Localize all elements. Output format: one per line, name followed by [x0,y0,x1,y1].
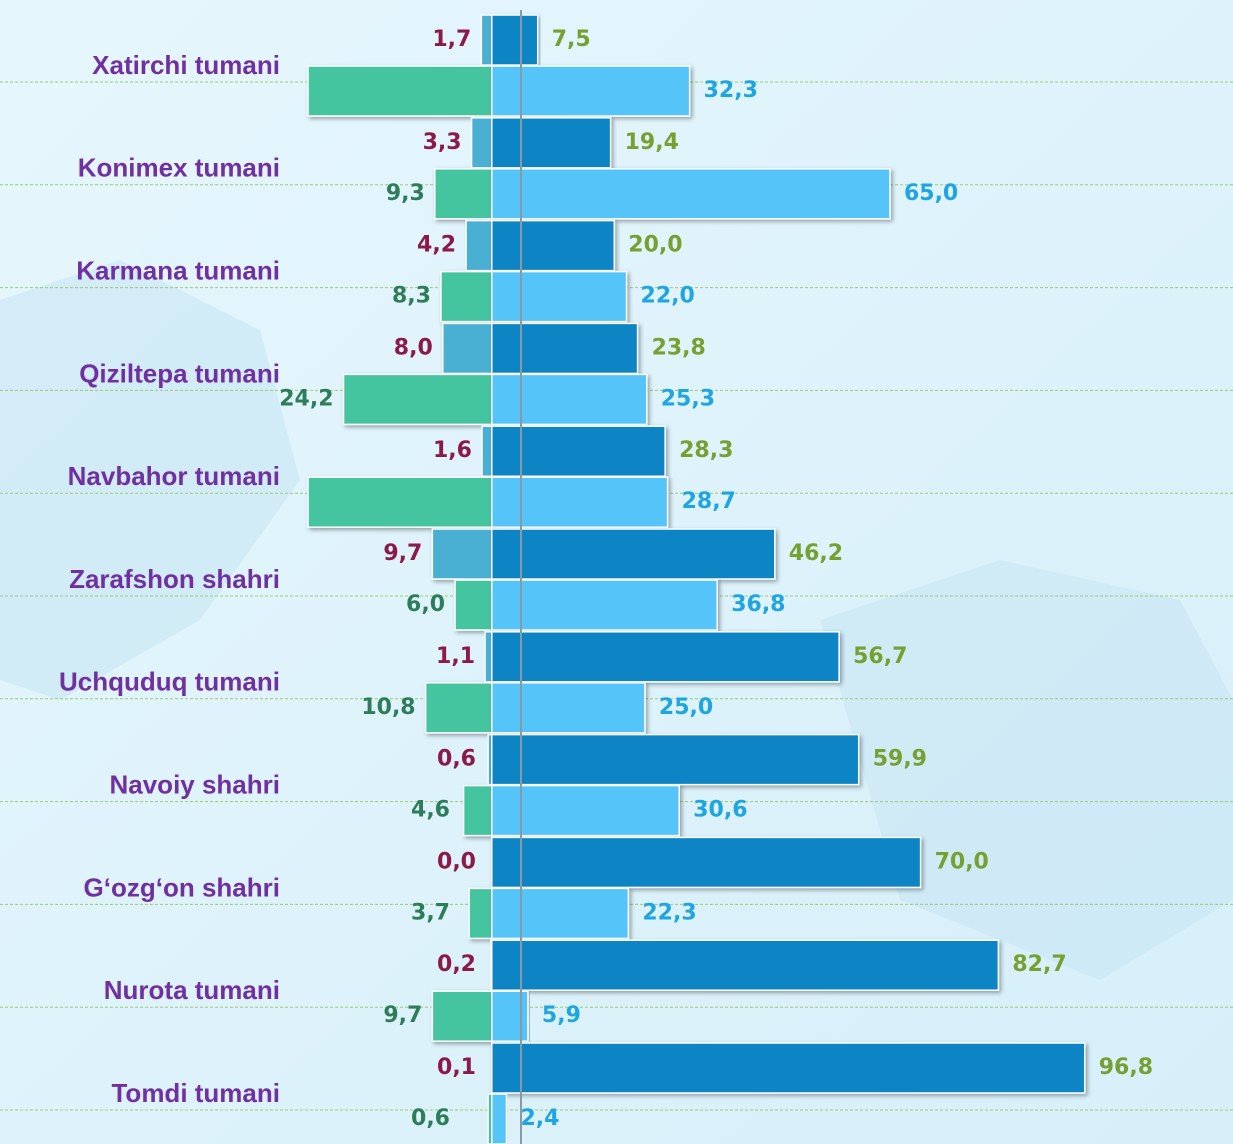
value-label: 30,6 [693,798,747,823]
bar [491,65,691,117]
category-label: Uchquduq tumani [59,667,280,697]
value-label: 36,8 [731,592,785,617]
value-label: 70,0 [935,849,989,874]
bar [491,682,646,734]
value-label: 82,7 [1012,952,1066,977]
bar [431,990,493,1042]
value-label: 0,6 [437,747,476,772]
bar [491,887,630,940]
bar [481,425,493,477]
value-label: 6,0 [406,592,445,617]
bar [434,168,493,220]
category-label: Karmana tumani [76,255,280,285]
bar [491,939,1000,991]
value-label: 28,3 [679,438,733,463]
bar [468,887,493,940]
map-shape [0,260,1233,980]
value-label: 20,0 [628,233,682,258]
bar [465,219,493,272]
value-label: 1,1 [436,644,475,669]
bar [462,784,493,837]
value-label: 9,3 [386,181,425,206]
bar [491,322,639,375]
bar [491,168,891,220]
bar [491,631,840,683]
value-label: 4,2 [417,233,456,258]
bar [431,528,493,580]
bar [491,528,776,580]
bar [491,476,669,528]
bar [440,270,493,323]
bar [491,425,666,477]
category-label: Nurota tumani [104,975,280,1005]
bar [491,270,628,323]
value-label: 8,3 [392,284,431,309]
value-label: 24,2 [279,386,333,411]
category-label: Tomdi tumani [111,1078,280,1108]
value-label: 96,8 [1099,1055,1153,1080]
bar [470,117,493,169]
value-label: 56,7 [853,644,907,669]
value-label: 4,6 [411,798,450,823]
value-label: 3,7 [411,900,450,925]
value-label: 22,0 [641,284,695,309]
value-label: 9,7 [383,1003,422,1028]
value-label: 25,3 [661,386,715,411]
bar [491,836,922,889]
value-label: 1,7 [432,27,471,52]
value-label: 19,4 [625,130,679,155]
value-label: 5,9 [542,1003,581,1028]
category-label: Zarafshon shahri [69,564,280,594]
value-label: 23,8 [652,335,706,360]
value-label: 59,9 [873,747,927,772]
bar [491,784,680,837]
category-label: Qiziltepa tumani [79,358,280,388]
bar [491,990,529,1042]
category-label: Navoiy shahri [109,769,280,799]
bar [424,682,493,734]
bar [491,1093,508,1144]
value-label: 22,3 [642,900,696,925]
value-label: 7,5 [552,27,591,52]
value-label: 10,8 [361,695,415,720]
value-label: 3,3 [423,130,462,155]
bar [491,1042,1086,1094]
value-label: 46,2 [789,541,843,566]
value-label: 28,7 [682,489,736,514]
category-label: Konimex tumani [78,153,280,183]
category-label: Navbahor tumani [68,461,280,491]
value-label: 0,6 [411,1106,450,1131]
value-label: 32,3 [704,78,758,103]
bar [307,476,493,528]
bar [442,322,493,375]
category-label: G‘ozg‘on shahri [84,872,280,902]
bar [491,117,612,169]
value-label: 0,0 [437,849,476,874]
category-label: Xatirchi tumani [92,50,280,80]
bar [491,14,539,66]
value-label: 8,0 [394,335,433,360]
value-label: 9,7 [383,541,422,566]
bar [491,373,648,426]
bar [484,631,493,683]
bar [307,65,493,117]
bar [491,733,860,786]
value-label: 25,0 [659,695,713,720]
value-label: 65,0 [904,181,958,206]
value-label: 0,1 [437,1055,476,1080]
bar [491,219,616,272]
bar [480,14,493,66]
value-label: 2,4 [520,1106,559,1131]
value-label: 1,6 [433,438,472,463]
value-label: 0,2 [437,952,476,977]
bar [454,579,493,631]
bar [491,579,718,631]
bar [342,373,493,426]
